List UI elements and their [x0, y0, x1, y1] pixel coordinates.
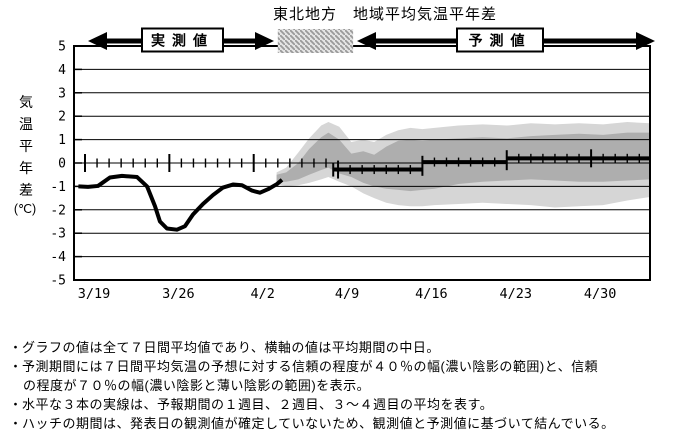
- y-axis-unit: (℃): [14, 202, 36, 216]
- note-line: の程度が７０％の幅(濃い陰影と薄い陰影の範囲)を表示。: [9, 376, 700, 395]
- y-tick-label: 0: [58, 157, 66, 172]
- y-axis-title: 気温平年差 (℃): [14, 94, 36, 216]
- y-tick-label: 2: [58, 110, 66, 125]
- observed-line: [78, 173, 284, 232]
- note-line: ・水平な３本の実線は、予報期間の１週目、２週目、３～４週目の平均を表す。: [9, 395, 700, 414]
- y-axis-tick-labels: 5 4 3 2 1 0 -1 -2 -3 -4 -5: [50, 40, 66, 289]
- y-axis-title-char: 平: [19, 138, 33, 154]
- footnotes: ・グラフの値は全て７日間平均値であり、横軸の値は平均期間の中日。 ・予測期間には７…: [0, 338, 700, 433]
- note-line: ・グラフの値は全て７日間平均値であり、横軸の値は平均期間の中日。: [9, 338, 700, 357]
- right-arrowhead-icon: [636, 32, 655, 50]
- forecast-arrow: 予測値: [357, 27, 655, 53]
- hatch-rect: [277, 29, 354, 53]
- x-tick-label: 3/19: [78, 286, 111, 302]
- y-axis-title-char: 年: [19, 160, 33, 176]
- observed-arrow: 実測値: [88, 27, 274, 53]
- note-line: ・予測期間には７日間平均気温の予想に対する信頼の程度が４０％の幅(濃い陰影の範囲…: [9, 357, 700, 376]
- y-tick-label: 3: [58, 86, 66, 101]
- chart-title: 東北地方 地域平均気温平年差: [273, 6, 497, 23]
- x-axis-tick-labels: 3/19 3/26 4/2 4/9 4/16 4/23 4/30: [78, 286, 617, 302]
- y-axis-title-char: 差: [19, 182, 33, 198]
- observed-polyline: [78, 173, 284, 232]
- chart-canvas: 東北地方 地域平均気温平年差 実測値 予測値 543210-1-2-3-4-5 …: [14, 6, 655, 302]
- y-tick-label: 1: [58, 133, 66, 148]
- x-tick-label: 4/16: [415, 286, 448, 302]
- y-axis-title-char: 温: [19, 116, 33, 132]
- x-tick-label: 4/30: [584, 286, 617, 302]
- bullet-icon: ・: [9, 416, 23, 431]
- y-tick-label: -5: [50, 274, 66, 289]
- left-arrowhead-icon: [88, 32, 107, 50]
- note-text: の程度が７０％の幅(濃い陰影と薄い陰影の範囲)を表示。: [23, 378, 371, 393]
- x-tick-label: 4/2: [251, 286, 275, 302]
- x-tick-label: 4/23: [499, 286, 532, 302]
- bullet-icon: ・: [9, 397, 23, 412]
- forecast-legend-label: 予測値: [469, 33, 532, 49]
- note-text: 水平な３本の実線は、予報期間の１週目、２週目、３～４週目の平均を表す。: [22, 397, 494, 412]
- forecast-mean-lines: [332, 149, 651, 179]
- bullet-icon: ・: [9, 340, 23, 355]
- y-tick-label: -4: [50, 250, 66, 265]
- note-text: 予測期間には７日間平均気温の予想に対する信頼の程度が４０％の幅(濃い陰影の範囲)…: [22, 359, 599, 374]
- y-tick-label: -3: [50, 227, 66, 242]
- note-text: ハッチの期間は、発表日の観測値が確定していないため、観測値と予測値に基づいて結ん…: [22, 416, 615, 431]
- y-tick-label: 4: [58, 63, 66, 78]
- note-text: グラフの値は全て７日間平均値であり、横軸の値は平均期間の中日。: [22, 340, 440, 355]
- y-axis-title-char: 気: [19, 94, 33, 110]
- left-arrowhead-icon: [357, 32, 376, 50]
- plot-frame: [73, 45, 651, 281]
- zero-axis-day-ticks: [84, 154, 327, 172]
- bullet-icon: ・: [9, 359, 23, 374]
- observed-legend-label: 実測値: [151, 33, 214, 49]
- gridlines: [74, 68, 650, 258]
- x-tick-label: 4/9: [335, 286, 359, 302]
- y-tick-label: 5: [58, 40, 66, 55]
- y-tick-label: -2: [50, 203, 66, 218]
- x-tick-label: 3/26: [162, 286, 195, 302]
- note-line: ・ハッチの期間は、発表日の観測値が確定していないため、観測値と予測値に基づいて結…: [9, 414, 700, 433]
- y-tick-label: -1: [50, 180, 66, 195]
- right-arrowhead-icon: [255, 32, 274, 50]
- hatch-box: [277, 29, 354, 53]
